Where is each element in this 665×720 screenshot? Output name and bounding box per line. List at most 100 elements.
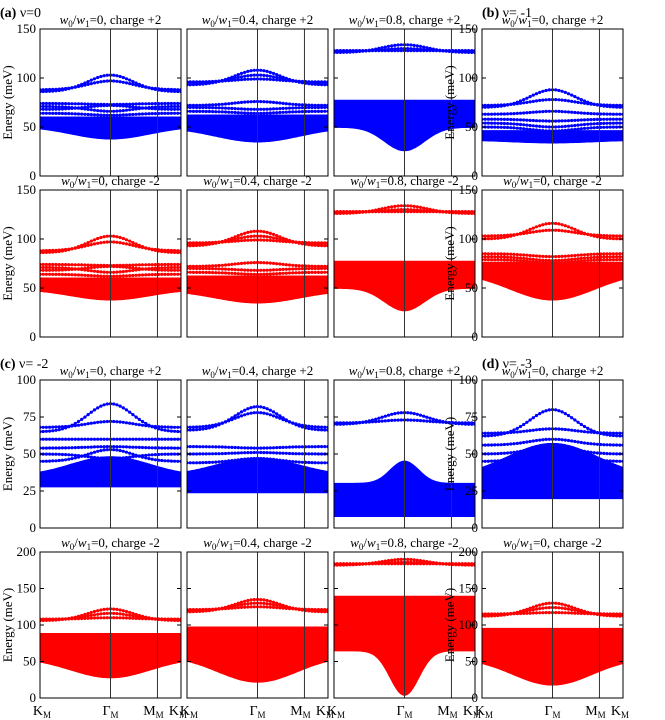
band-point — [486, 121, 490, 125]
band-point — [176, 268, 180, 272]
band-point — [153, 617, 157, 621]
band-point — [512, 450, 516, 454]
band-point — [262, 451, 266, 455]
band-point — [547, 255, 551, 259]
band-point — [447, 420, 451, 425]
band-point — [284, 102, 288, 106]
band-point — [310, 607, 314, 612]
band-point — [134, 415, 138, 419]
band-point — [54, 268, 58, 272]
band-point — [67, 446, 71, 450]
band-point — [566, 128, 571, 132]
band-point — [191, 109, 195, 113]
band-point — [121, 75, 125, 80]
band-point — [99, 449, 103, 453]
band-point — [287, 271, 292, 275]
band-point — [44, 452, 49, 456]
band-point — [566, 260, 571, 264]
band-point — [48, 107, 52, 111]
band-point — [602, 258, 606, 262]
band-point — [493, 236, 497, 240]
band-point — [89, 243, 93, 247]
band-point — [470, 49, 474, 53]
panel-label-a: (a) ν=0 — [0, 6, 41, 21]
band-point — [173, 249, 177, 253]
band-point — [236, 262, 240, 266]
band-point — [538, 128, 542, 132]
band-point — [608, 103, 612, 107]
band-point — [506, 442, 510, 446]
band-point — [409, 210, 413, 214]
band-point — [554, 601, 558, 605]
band-point — [386, 419, 391, 423]
band-point — [560, 602, 564, 606]
band-point — [563, 128, 567, 132]
band-point — [512, 612, 516, 616]
band-point — [80, 417, 84, 421]
band-point — [188, 266, 192, 270]
band-point — [586, 102, 590, 106]
band-point — [265, 238, 269, 242]
band-point — [496, 443, 500, 447]
band-point — [525, 111, 529, 115]
band-point — [60, 248, 64, 252]
band-point — [557, 228, 561, 232]
band-point — [76, 437, 81, 441]
band-point — [121, 445, 125, 449]
band-point — [188, 445, 192, 449]
band-point — [128, 610, 132, 615]
band-point — [60, 458, 64, 462]
band-point — [611, 125, 616, 129]
band-point — [105, 274, 109, 278]
band-point — [259, 100, 263, 104]
band-point — [191, 428, 195, 432]
y-tick-label: 0 — [30, 168, 37, 183]
band-point — [41, 104, 45, 109]
band-point — [236, 234, 240, 238]
band-point — [541, 445, 545, 449]
band-point — [112, 445, 116, 449]
band-point — [96, 437, 100, 441]
band-point — [586, 456, 590, 460]
band-point — [140, 454, 145, 458]
band-point — [275, 446, 279, 450]
band-point — [518, 122, 523, 127]
band-point — [538, 124, 542, 128]
band-point — [83, 266, 87, 270]
band-point — [418, 49, 423, 53]
band-point — [76, 106, 81, 110]
band-point — [425, 419, 429, 423]
band-point — [313, 452, 317, 456]
band-point — [195, 608, 199, 612]
band-point — [217, 102, 221, 107]
band-point — [265, 457, 269, 461]
band-point — [76, 423, 81, 427]
band-point — [271, 111, 276, 115]
band-point — [57, 452, 61, 456]
band-point — [615, 234, 619, 238]
band-point — [227, 451, 231, 455]
band-point — [233, 110, 237, 115]
band-point — [554, 255, 558, 259]
band-point — [441, 210, 445, 214]
band-point — [310, 427, 314, 431]
band-point — [96, 75, 100, 80]
band-point — [428, 210, 432, 214]
band-point — [188, 80, 192, 84]
band-point — [496, 452, 500, 456]
band-point — [531, 260, 535, 264]
band-point — [566, 229, 571, 234]
band-point — [115, 74, 119, 78]
band-point — [538, 412, 542, 416]
band-point — [291, 421, 295, 425]
x-tick-label: ΓM — [102, 704, 118, 720]
band-point — [243, 238, 247, 242]
band-point — [515, 122, 519, 126]
band-point — [86, 445, 90, 449]
band-point — [140, 102, 145, 106]
band-point — [102, 104, 106, 108]
band-point — [275, 73, 279, 77]
band-point — [102, 456, 106, 460]
